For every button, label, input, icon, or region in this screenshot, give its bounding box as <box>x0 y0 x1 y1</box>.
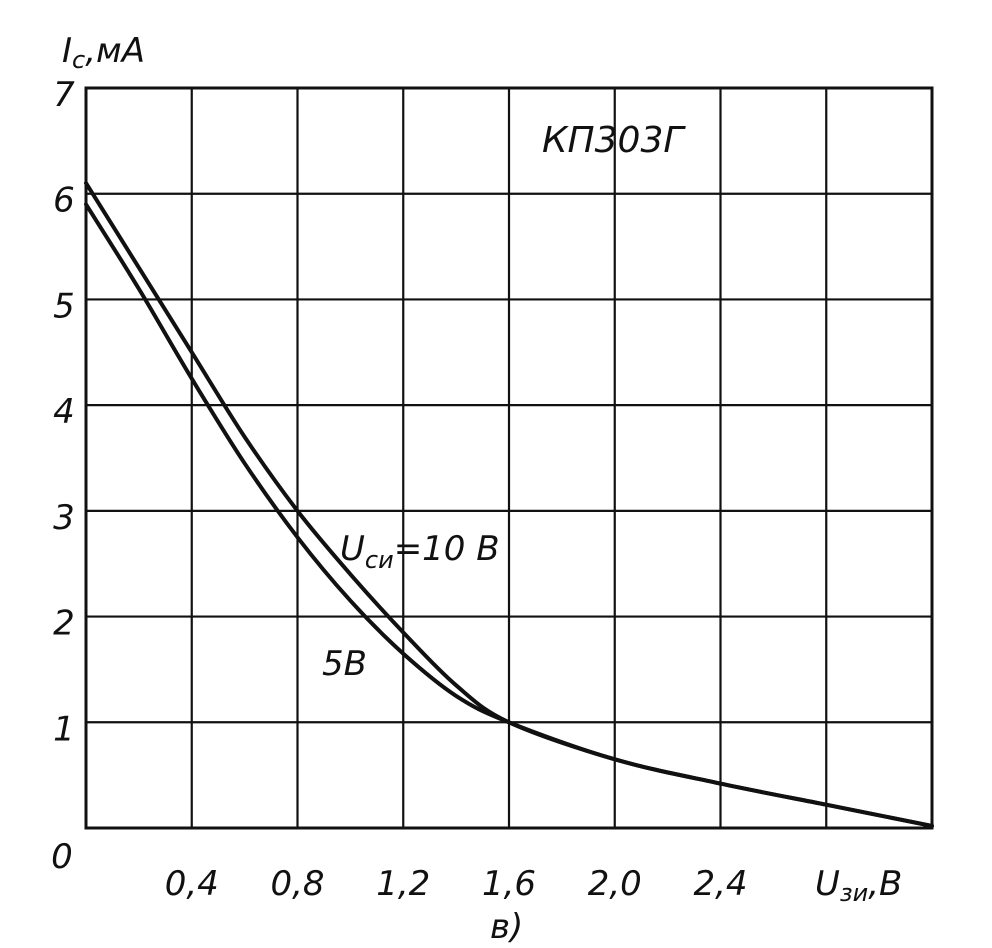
x-tick-label: 1,2 <box>376 864 430 904</box>
x-axis-title: Uзи,В <box>815 864 902 907</box>
series-label-5v: 5В <box>322 644 367 684</box>
tick-labels: 0,4 0,8 1,2 1,6 2,0 2,4 0 1 2 3 4 5 6 7 <box>51 75 747 904</box>
figure-caption: в) <box>490 907 523 947</box>
device-label: КП303Г <box>542 120 686 161</box>
curves <box>84 181 934 828</box>
y-tick-label: 0 <box>51 837 73 877</box>
series-label-10v: Uси=10 В <box>340 529 500 574</box>
y-tick-label: 4 <box>53 392 75 432</box>
y-tick-label: 7 <box>53 75 75 115</box>
y-tick-label: 1 <box>53 709 75 749</box>
y-tick-label: 5 <box>53 286 75 326</box>
y-axis-title: Iс,мА <box>62 31 145 74</box>
x-tick-label: 2,4 <box>693 864 747 904</box>
x-tick-label: 0,8 <box>270 864 324 904</box>
y-tick-label: 3 <box>53 498 75 538</box>
x-tick-label: 1,6 <box>482 864 536 904</box>
x-tick-label: 2,0 <box>588 864 642 904</box>
curve-ucu-5v <box>84 202 934 828</box>
grid <box>86 88 932 828</box>
y-tick-label: 6 <box>53 181 75 221</box>
plot-frame <box>84 86 934 830</box>
x-tick-label: 0,4 <box>165 864 219 904</box>
y-tick-label: 2 <box>53 604 75 644</box>
